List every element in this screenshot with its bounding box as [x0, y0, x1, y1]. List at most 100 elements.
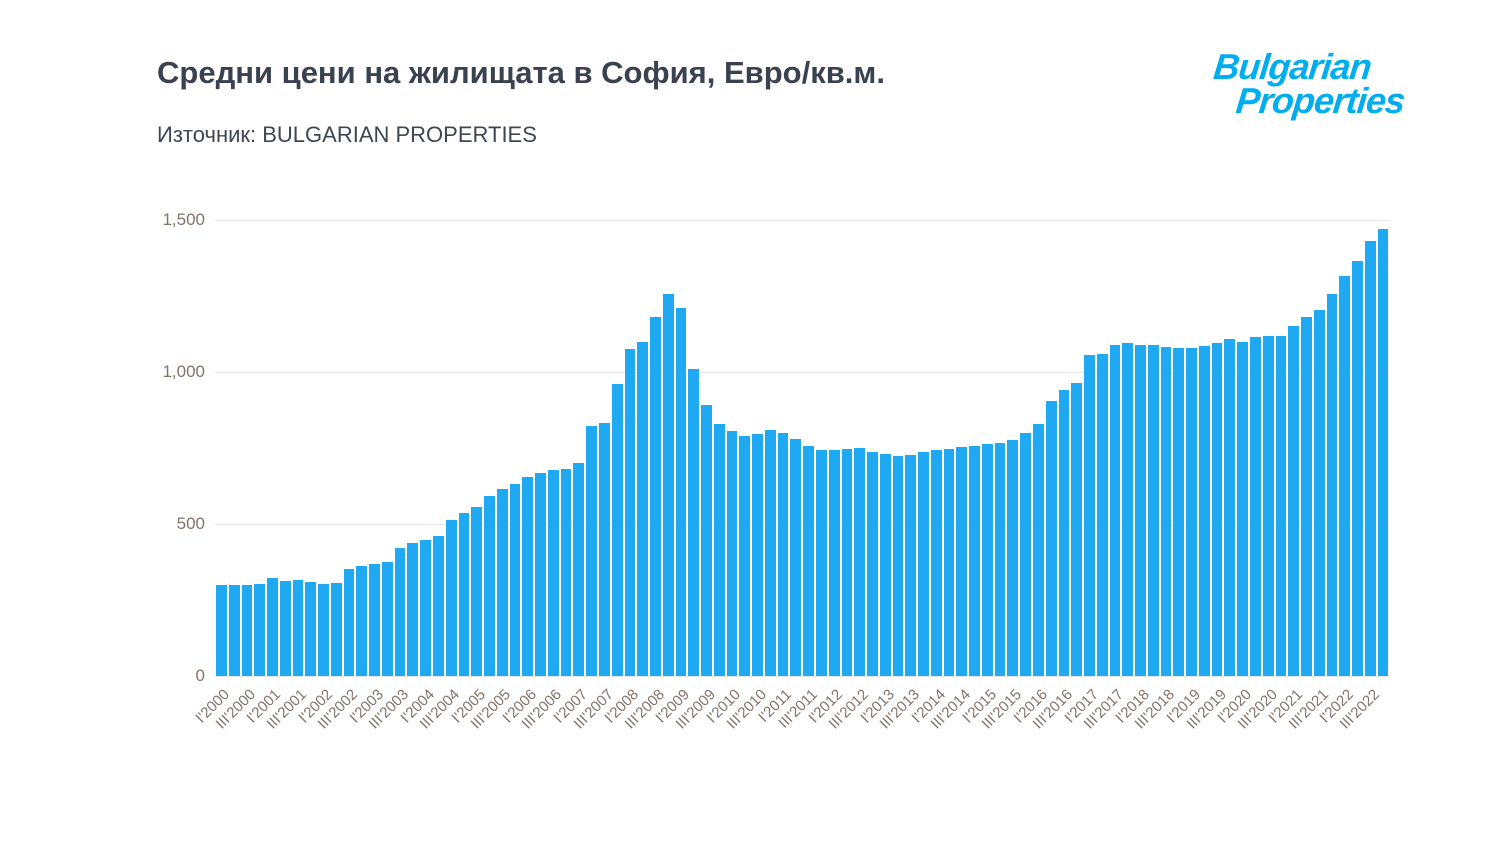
bar	[1135, 345, 1146, 676]
bar	[484, 496, 495, 676]
bar	[790, 438, 802, 676]
bar	[905, 454, 917, 676]
bar	[1007, 439, 1019, 676]
bar	[547, 469, 559, 676]
bar	[1339, 276, 1351, 676]
bar	[560, 468, 572, 676]
bar	[867, 451, 878, 676]
logo-word-properties: Properties	[1234, 80, 1407, 121]
bar	[726, 431, 738, 676]
bar	[1096, 353, 1108, 676]
bar	[713, 423, 725, 676]
bar	[1160, 347, 1172, 676]
bar	[279, 581, 291, 676]
bar	[1058, 390, 1070, 676]
bar	[854, 448, 866, 676]
bar	[1122, 343, 1134, 676]
gridline	[215, 220, 1390, 221]
bar	[216, 584, 227, 676]
bar	[777, 432, 789, 676]
bar	[1250, 337, 1261, 676]
bar	[1020, 432, 1031, 676]
bar	[739, 435, 751, 676]
bar	[981, 444, 993, 676]
bar	[369, 563, 380, 676]
bar	[1109, 344, 1121, 676]
bar	[918, 451, 929, 676]
gridline	[215, 676, 1390, 677]
bar	[1033, 423, 1044, 676]
bar	[381, 561, 393, 676]
bar	[1237, 341, 1249, 676]
bar	[471, 506, 483, 676]
page-title: Средни цени на жилищата в София, Евро/кв…	[157, 55, 885, 90]
bar	[1313, 309, 1325, 676]
bar	[956, 447, 968, 676]
gridline	[215, 524, 1390, 525]
bar	[650, 317, 661, 676]
bar	[407, 543, 419, 676]
bar	[573, 463, 585, 676]
bar	[509, 483, 521, 676]
bar	[1071, 382, 1083, 676]
bar	[841, 448, 853, 676]
bar	[598, 422, 610, 676]
bar	[611, 384, 623, 676]
bar	[1211, 343, 1223, 676]
bar	[701, 405, 712, 676]
bar	[522, 476, 534, 676]
bar	[343, 569, 355, 676]
bar	[969, 445, 980, 676]
bar	[1377, 229, 1389, 676]
bar	[1364, 241, 1376, 676]
bar	[1352, 261, 1363, 676]
bar	[318, 583, 329, 676]
bar	[458, 513, 470, 676]
bar	[433, 535, 444, 676]
plot-area	[215, 220, 1390, 677]
bar	[1186, 347, 1197, 676]
bar	[1301, 317, 1312, 676]
bar	[267, 578, 278, 676]
bar	[828, 450, 840, 676]
y-axis-label: 1,000	[162, 362, 205, 381]
bar	[305, 581, 317, 676]
bar	[943, 448, 955, 676]
bar	[1288, 326, 1300, 676]
y-axis-label: 1,500	[162, 210, 205, 229]
source-label: Източник: BULGARIAN PROPERTIES	[157, 122, 537, 147]
bar	[1147, 344, 1159, 676]
bar	[803, 446, 814, 676]
y-axis-label: 500	[176, 514, 205, 533]
logo-word-bulgarian: Bulgarian	[1211, 46, 1374, 87]
bar	[394, 548, 406, 676]
bar	[994, 442, 1006, 676]
bar	[356, 565, 368, 676]
bar	[752, 434, 763, 676]
bar	[815, 449, 827, 676]
bar	[1262, 335, 1274, 676]
bar	[1198, 346, 1210, 676]
bar	[688, 368, 700, 676]
bulgarian-properties-logo: Bulgarian Properties	[1208, 46, 1409, 121]
bar	[1326, 294, 1338, 676]
bar	[764, 429, 776, 676]
bar	[535, 472, 546, 676]
bar-series	[215, 220, 1390, 676]
bar	[662, 294, 674, 676]
gridline	[215, 372, 1390, 373]
bar	[637, 341, 649, 676]
bar	[930, 450, 942, 676]
bar	[892, 455, 904, 676]
bar	[228, 585, 240, 676]
bar	[254, 584, 266, 676]
bar	[445, 520, 457, 676]
bar	[1224, 338, 1236, 676]
bar	[241, 584, 253, 676]
bar	[879, 454, 891, 676]
bar	[1173, 348, 1185, 676]
bar	[675, 308, 687, 676]
bar	[586, 426, 597, 676]
y-axis-label: 0	[195, 666, 205, 685]
